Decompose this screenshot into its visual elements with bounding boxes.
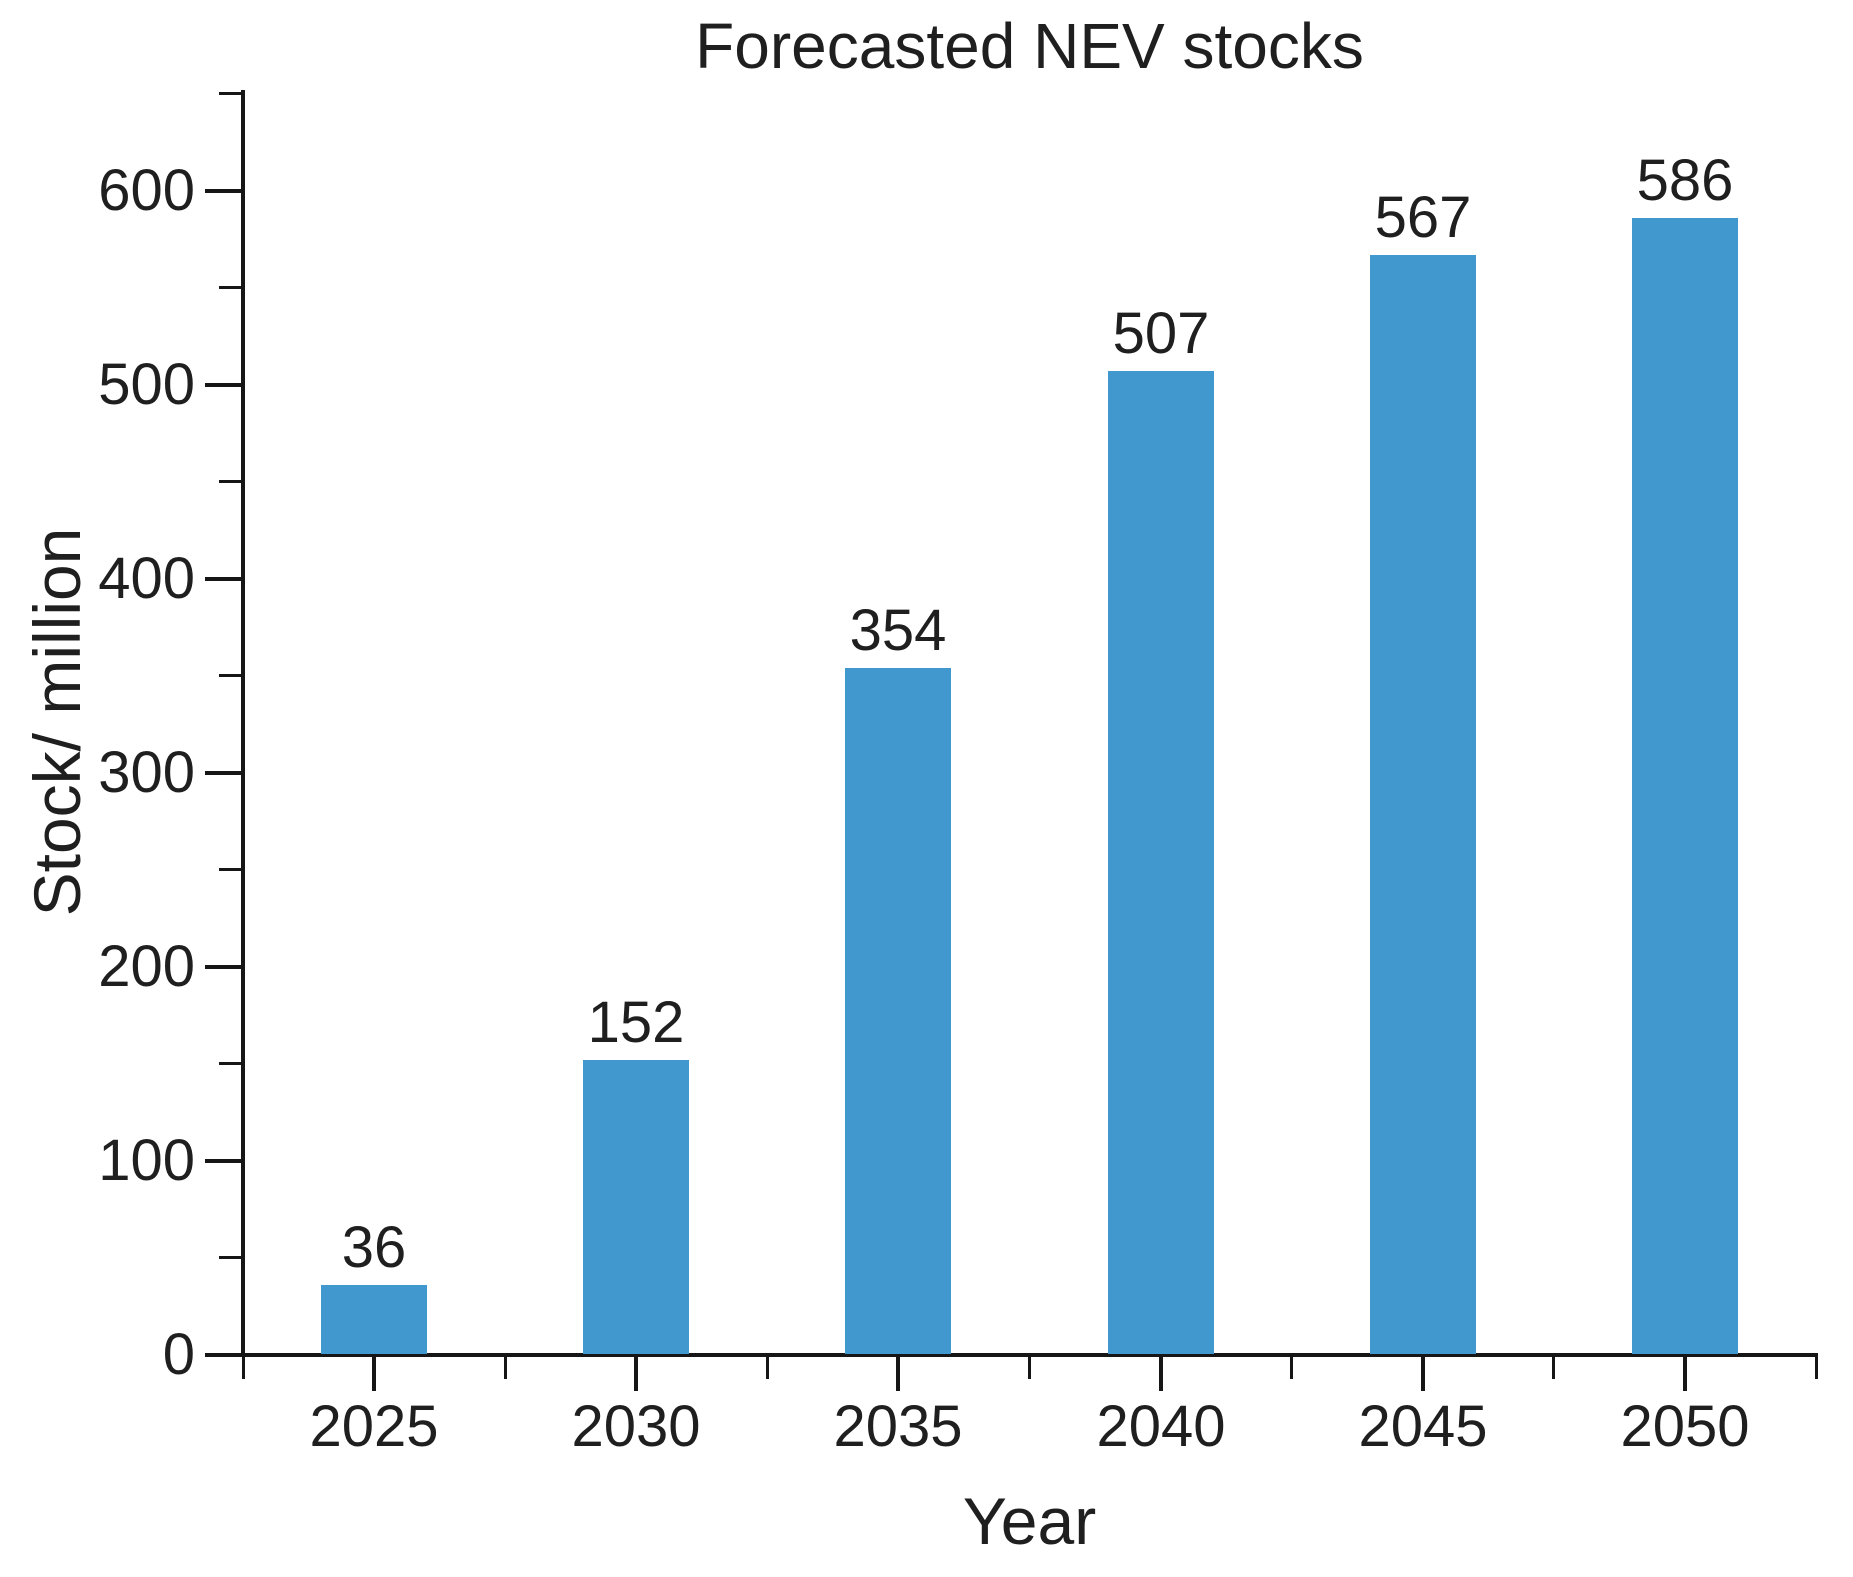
y-minor-tick xyxy=(219,286,241,289)
bar xyxy=(1632,218,1738,1354)
x-minor-tick xyxy=(504,1357,507,1379)
x-tick xyxy=(634,1357,638,1391)
x-minor-tick xyxy=(242,1357,245,1379)
x-tick-label: 2035 xyxy=(833,1394,963,1459)
y-tick xyxy=(205,383,241,387)
bar-value-label: 152 xyxy=(587,990,685,1055)
x-tick-label: 2040 xyxy=(1096,1394,1226,1459)
y-tick-label: 0 xyxy=(162,1322,195,1387)
bar-value-label: 567 xyxy=(1374,185,1472,250)
x-tick xyxy=(1421,1357,1425,1391)
x-tick xyxy=(1683,1357,1687,1391)
x-tick-label: 2050 xyxy=(1620,1394,1750,1459)
x-axis-label: Year xyxy=(962,1484,1097,1558)
y-minor-tick xyxy=(219,1062,241,1065)
x-axis-line xyxy=(241,1353,1818,1357)
y-tick xyxy=(205,771,241,775)
y-axis-line xyxy=(241,90,245,1357)
y-tick xyxy=(205,965,241,969)
x-tick-label: 2025 xyxy=(309,1394,439,1459)
x-minor-tick xyxy=(1552,1357,1555,1379)
y-minor-tick xyxy=(219,868,241,871)
y-minor-tick xyxy=(219,480,241,483)
bar xyxy=(583,1060,689,1354)
y-tick xyxy=(205,577,241,581)
y-minor-tick xyxy=(219,1256,241,1259)
bar-value-label: 507 xyxy=(1112,301,1210,366)
bar xyxy=(1108,371,1214,1354)
x-minor-tick xyxy=(1815,1357,1818,1379)
y-tick-label: 400 xyxy=(98,546,195,611)
y-tick-label: 200 xyxy=(98,934,195,999)
x-tick xyxy=(896,1357,900,1391)
y-tick xyxy=(205,189,241,193)
x-minor-tick xyxy=(1028,1357,1031,1379)
bar xyxy=(1370,255,1476,1354)
y-tick-label: 500 xyxy=(98,352,195,417)
y-minor-tick xyxy=(219,92,241,95)
bar-value-label: 354 xyxy=(849,598,947,663)
x-tick-label: 2045 xyxy=(1358,1394,1488,1459)
x-tick xyxy=(1159,1357,1163,1391)
y-tick-label: 300 xyxy=(98,740,195,805)
y-tick xyxy=(205,1353,241,1357)
bar xyxy=(845,668,951,1354)
x-tick xyxy=(372,1357,376,1391)
y-minor-tick xyxy=(219,674,241,677)
chart-title: Forecasted NEV stocks xyxy=(695,10,1364,82)
x-minor-tick xyxy=(766,1357,769,1379)
bar-value-label: 586 xyxy=(1636,148,1734,213)
y-tick-label: 100 xyxy=(98,1128,195,1193)
y-tick xyxy=(205,1159,241,1163)
x-minor-tick xyxy=(1290,1357,1293,1379)
y-tick-label: 600 xyxy=(98,158,195,223)
bar-value-label: 36 xyxy=(341,1215,407,1280)
x-tick-label: 2030 xyxy=(571,1394,701,1459)
bar xyxy=(321,1285,427,1354)
